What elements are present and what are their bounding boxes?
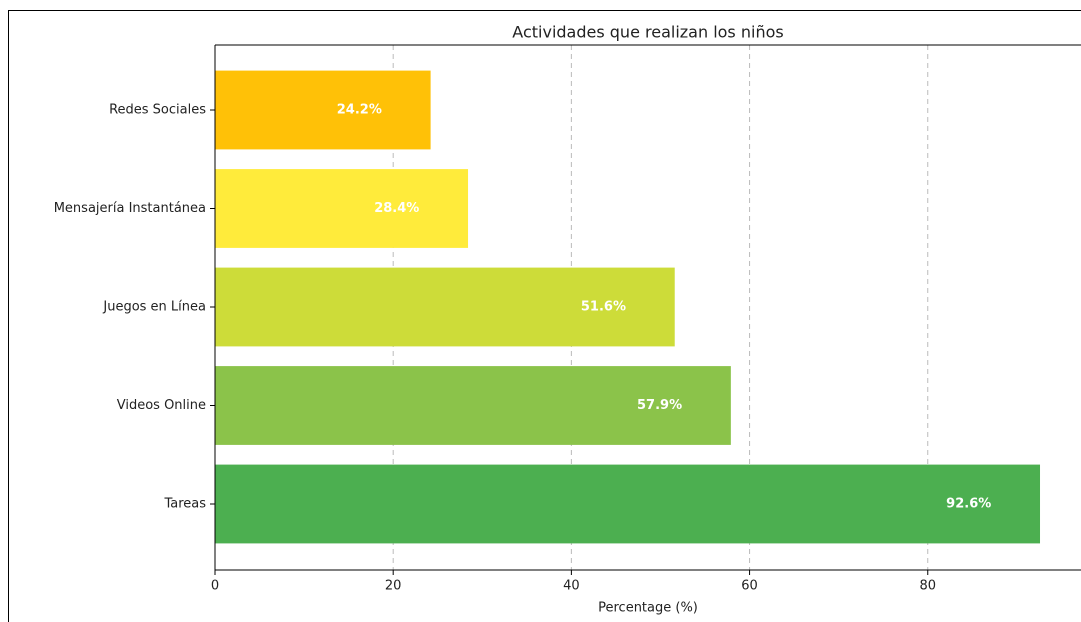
x-tick-label: 0 <box>211 579 219 594</box>
bar-value-label: 24.2% <box>337 103 382 118</box>
bar-value-label: 28.4% <box>374 201 419 216</box>
y-tick-label: Redes Sociales <box>109 103 206 118</box>
bar-value-label: 51.6% <box>581 300 626 315</box>
y-tick-label: Mensajería Instantánea <box>54 201 206 216</box>
chart-title: Actividades que realizan los niños <box>512 23 783 42</box>
x-tick-label: 40 <box>563 579 580 594</box>
bar <box>215 464 1041 544</box>
bar <box>215 70 431 150</box>
x-tick-label: 20 <box>385 579 402 594</box>
x-tick-label: 60 <box>741 579 758 594</box>
bar <box>215 267 675 347</box>
frame <box>8 10 1081 622</box>
bar <box>215 366 731 445</box>
y-tick-label: Tareas <box>163 497 206 512</box>
y-tick-label: Juegos en Línea <box>102 300 206 315</box>
bar <box>215 169 469 248</box>
bar-value-label: 57.9% <box>637 398 682 413</box>
bar-value-label: 92.6% <box>946 497 991 512</box>
y-tick-label: Videos Online <box>117 398 206 413</box>
x-tick-label: 80 <box>919 579 936 594</box>
x-axis-label: Percentage (%) <box>598 601 698 616</box>
